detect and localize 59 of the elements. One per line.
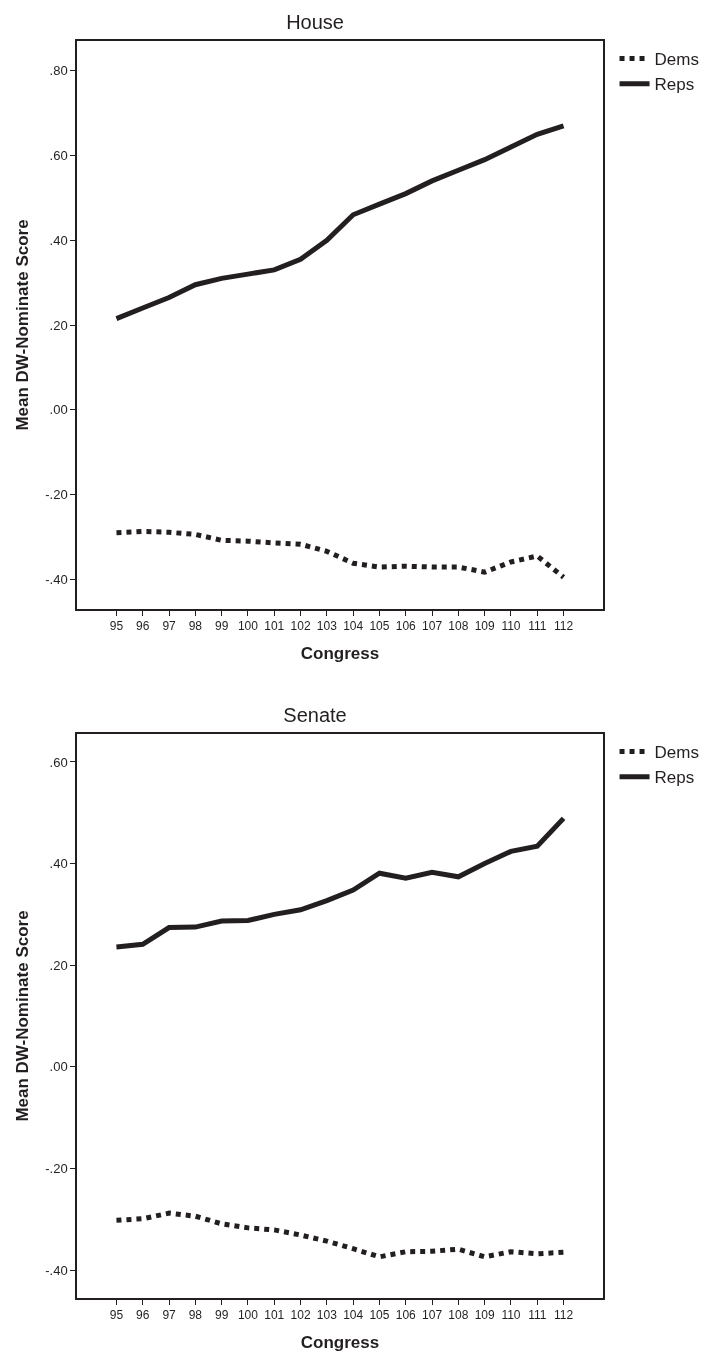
x-tick-label: 97 — [162, 1308, 177, 1323]
x-tick-label: 102 — [290, 619, 311, 634]
x-tick-label: 105 — [369, 619, 390, 634]
y-tick-label: .40 — [49, 232, 68, 248]
chart-title: Senate — [283, 704, 347, 726]
x-tick-label: 110 — [501, 1308, 521, 1323]
x-tick-label: 112 — [553, 619, 574, 634]
y-tick-label: .40 — [49, 856, 68, 872]
x-tick-label: 111 — [528, 619, 547, 634]
x-tick-label: 100 — [237, 619, 259, 634]
x-tick-label: 101 — [264, 619, 285, 634]
x-tick-label: 108 — [448, 1308, 469, 1323]
x-tick-label: 98 — [188, 619, 203, 634]
legend-label: Reps — [654, 75, 695, 95]
x-tick-label: 99 — [214, 1308, 229, 1323]
y-tick-label: -.20 — [45, 1160, 68, 1176]
x-tick-label: 111 — [528, 1308, 547, 1323]
x-axis-title: Congress — [300, 1333, 380, 1353]
y-tick-label: -.40 — [45, 1262, 68, 1278]
y-tick-label: .20 — [49, 317, 68, 333]
x-tick-label: 98 — [188, 1308, 203, 1323]
x-tick-label: 96 — [136, 1308, 150, 1323]
x-tick-label: 99 — [214, 619, 229, 634]
y-tick-label: .80 — [49, 63, 68, 79]
x-tick-label: 105 — [369, 1308, 390, 1323]
x-tick-label: 112 — [553, 1308, 574, 1323]
x-tick-label: 101 — [264, 1308, 285, 1323]
legend-label: Reps — [654, 768, 695, 788]
x-tick-label: 100 — [237, 1308, 259, 1323]
y-axis-title: Mean DW-Nominate Score — [13, 910, 33, 1122]
x-tick-label: 109 — [474, 619, 495, 634]
chart-title: House — [286, 11, 344, 33]
x-tick-label: 95 — [109, 619, 124, 634]
x-tick-label: 107 — [422, 619, 443, 634]
x-tick-label: 96 — [136, 619, 150, 634]
y-tick-label: -.20 — [45, 487, 68, 503]
x-tick-label: 95 — [109, 1308, 124, 1323]
y-tick-label: .00 — [49, 402, 68, 418]
y-axis-title: Mean DW-Nominate Score — [13, 219, 33, 431]
x-tick-label: 97 — [162, 619, 177, 634]
y-tick-label: .20 — [49, 957, 68, 973]
x-tick-label: 108 — [448, 619, 469, 634]
x-tick-label: 102 — [290, 1308, 311, 1323]
x-tick-label: 103 — [316, 619, 338, 634]
x-tick-label: 104 — [343, 1308, 364, 1323]
y-tick-label: .00 — [49, 1059, 68, 1075]
x-tick-label: 106 — [395, 619, 417, 634]
y-tick-label: -.40 — [45, 571, 68, 587]
y-tick-label: .60 — [49, 148, 68, 163]
x-tick-label: 110 — [501, 619, 521, 634]
legend-label: Dems — [654, 50, 699, 70]
x-axis-title: Congress — [300, 644, 380, 664]
x-tick-label: 103 — [316, 1308, 338, 1323]
x-tick-label: 106 — [395, 1308, 417, 1323]
x-tick-label: 104 — [343, 619, 364, 634]
x-tick-label: 107 — [422, 1308, 443, 1323]
y-tick-label: .60 — [49, 754, 68, 770]
x-tick-label: 109 — [474, 1308, 495, 1323]
legend-label: Dems — [654, 743, 699, 763]
